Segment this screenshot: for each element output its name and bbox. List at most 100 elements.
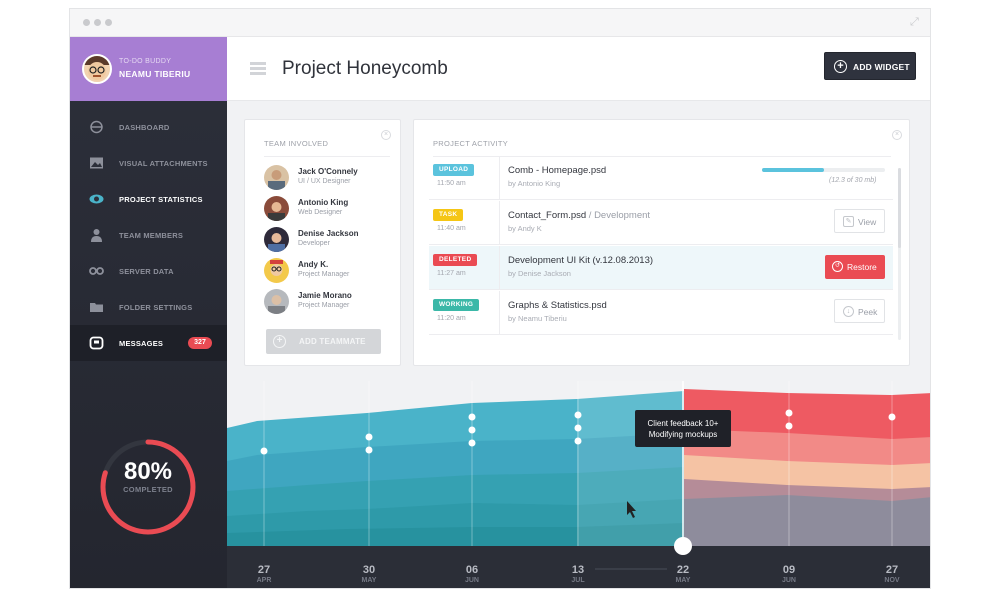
activity-time: 11:27 am	[437, 270, 466, 277]
team-member[interactable]: Jamie Morano Project Manager	[264, 289, 404, 317]
activity-row[interactable]: UPLOAD 11:50 am Comb - Homepage.psd by A…	[429, 156, 893, 200]
tick-day: 09	[782, 564, 796, 576]
event-dot[interactable]	[468, 439, 476, 447]
timeline-selection[interactable]	[577, 381, 684, 546]
event-dot[interactable]	[260, 447, 268, 455]
event-dot[interactable]	[785, 422, 793, 430]
upload-size: (12.3 of 30 mb)	[829, 177, 877, 184]
member-role: UI / UX Designer	[298, 178, 351, 185]
timeline-chart-svg	[227, 381, 930, 588]
add-teammate-button[interactable]: + ADD TEAMMATE	[266, 329, 381, 354]
activity-row[interactable]: WORKING 11:20 am Graphs & Statistics.psd…	[429, 291, 893, 335]
event-tooltip: Client feedback 10+ Modifying mockups	[635, 410, 731, 447]
close-icon[interactable]: ×	[381, 130, 391, 140]
team-member[interactable]: Denise Jackson Developer	[264, 227, 404, 255]
sidebar-item-visual-attachments[interactable]: VISUAL ATTACHMENTS	[70, 145, 227, 181]
timeline-tick[interactable]: 06 JUN	[452, 564, 492, 584]
sidebar-item-team-members[interactable]: TEAM MEMBERS	[70, 217, 227, 253]
progress-ring	[100, 439, 196, 535]
timeline-tick[interactable]: 22 MAY	[663, 564, 703, 584]
app-window: ⤢ TO-DO BUDDY NEAMU TIBERIU DASHBOARD V	[69, 8, 931, 589]
progress-caption: COMPLETED	[123, 485, 173, 494]
view-button[interactable]: ✎ View	[834, 209, 885, 233]
timeline-tick[interactable]: 27 APR	[244, 564, 284, 584]
messages-count-badge: 327	[188, 337, 212, 349]
user-profile[interactable]: TO-DO BUDDY NEAMU TIBERIU	[70, 37, 227, 101]
tick-day: 27	[257, 564, 271, 576]
dashboard-icon	[90, 120, 103, 134]
sidebar-item-messages[interactable]: MESSAGES 327	[70, 325, 227, 361]
tick-day: 13	[571, 564, 585, 576]
event-dot[interactable]	[888, 413, 896, 421]
team-member[interactable]: Jack O'Connely UI / UX Designer	[264, 165, 404, 193]
timeline-tick[interactable]: 27 NOV	[872, 564, 912, 584]
activity-row[interactable]: DELETED 11:27 am Development UI Kit (v.1…	[429, 246, 893, 290]
member-name: Jamie Morano	[298, 291, 352, 300]
file-name: Graphs & Statistics.psd	[508, 300, 607, 311]
tick-day: 30	[362, 564, 376, 576]
tick-month: JUL	[571, 577, 585, 584]
activity-row[interactable]: TASK 11:40 am Contact_Form.psd / Develop…	[429, 201, 893, 245]
event-dot[interactable]	[574, 424, 582, 432]
sidebar-item-label: DASHBOARD	[119, 123, 170, 132]
hamburger-menu-icon[interactable]	[250, 62, 266, 75]
close-icon[interactable]: ×	[892, 130, 902, 140]
event-dot[interactable]	[365, 446, 373, 454]
edit-icon: ✎	[843, 216, 854, 227]
activity-card: PROJECT ACTIVITY × UPLOAD 11:50 am Comb …	[413, 119, 910, 366]
activity-time: 11:20 am	[437, 315, 466, 322]
activity-time: 11:50 am	[437, 180, 466, 187]
window-dot[interactable]	[94, 19, 101, 26]
add-widget-button[interactable]: + ADD WIDGET	[824, 52, 916, 80]
activity-author: by Antonio King	[508, 179, 561, 188]
chat-icon	[89, 336, 104, 350]
timeline-scrubber-handle[interactable]	[674, 537, 692, 555]
expand-icon[interactable]: ⤢	[910, 16, 919, 28]
file-path: / Development	[586, 210, 651, 221]
sidebar-item-label: PROJECT STATISTICS	[119, 195, 203, 204]
page-title: Project Honeycomb	[282, 58, 448, 79]
sidebar-item-dashboard[interactable]: DASHBOARD	[70, 109, 227, 145]
peek-button[interactable]: ↓ Peek	[834, 299, 885, 323]
timeline-chart: Client feedback 10+ Modifying mockups 27…	[227, 381, 930, 588]
area-layer	[227, 523, 684, 546]
progress-ring-fill	[100, 439, 196, 535]
area-layer	[684, 495, 930, 546]
download-icon: ↓	[843, 306, 854, 317]
timeline-tick[interactable]: 13 JUL	[558, 564, 598, 584]
window-dot[interactable]	[105, 19, 112, 26]
tooltip-line: Modifying mockups	[648, 430, 718, 439]
member-role: Project Manager	[298, 271, 350, 278]
event-dot[interactable]	[574, 411, 582, 419]
event-dot[interactable]	[365, 433, 373, 441]
activity-author: by Andy K	[508, 224, 542, 233]
image-icon	[90, 157, 103, 169]
scrollbar-thumb[interactable]	[898, 168, 901, 248]
team-member[interactable]: Andy K. Project Manager	[264, 258, 404, 286]
team-card: TEAM INVOLVED × Jack O'Connely UI / UX D…	[244, 119, 401, 366]
plus-icon: +	[834, 60, 847, 73]
user-icon	[91, 229, 102, 242]
event-dot[interactable]	[468, 413, 476, 421]
team-card-title: TEAM INVOLVED	[264, 139, 329, 148]
avatar	[264, 165, 289, 190]
scrollbar[interactable]	[898, 168, 901, 340]
team-member[interactable]: Antonio King Web Designer	[264, 196, 404, 224]
restore-button[interactable]: ↺ Restore	[825, 255, 885, 279]
member-name: Jack O'Connely	[298, 167, 358, 176]
activity-time: 11:40 am	[437, 225, 466, 232]
divider	[499, 246, 500, 290]
tick-day: 22	[676, 564, 690, 576]
window-dot[interactable]	[83, 19, 90, 26]
event-dot[interactable]	[785, 409, 793, 417]
timeline-tick[interactable]: 30 MAY	[349, 564, 389, 584]
upload-progress-fill	[762, 168, 824, 172]
sidebar-item-project-statistics[interactable]: PROJECT STATISTICS	[70, 181, 227, 217]
timeline-tick[interactable]: 09 JUN	[769, 564, 809, 584]
event-dot[interactable]	[574, 437, 582, 445]
sidebar-item-folder-settings[interactable]: FOLDER SETTINGS	[70, 289, 227, 325]
event-dot[interactable]	[468, 426, 476, 434]
sidebar-item-label: TEAM MEMBERS	[119, 231, 184, 240]
sidebar-item-server-data[interactable]: SERVER DATA	[70, 253, 227, 289]
sidebar-item-label: FOLDER SETTINGS	[119, 303, 193, 312]
